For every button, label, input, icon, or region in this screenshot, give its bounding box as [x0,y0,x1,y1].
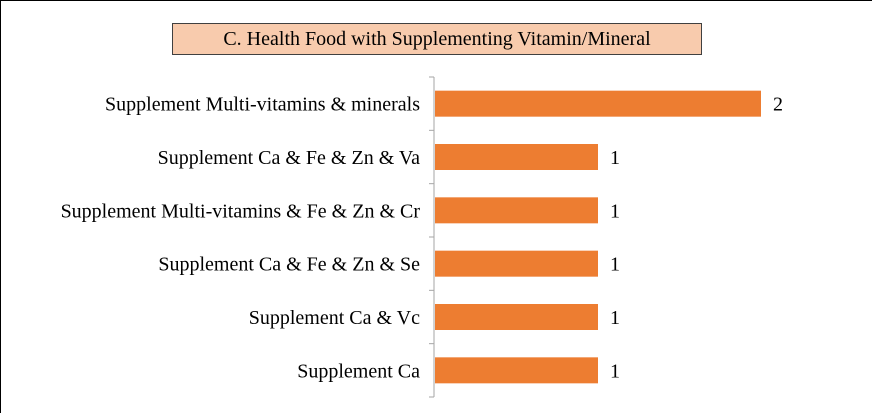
frame-top-border [0,0,872,1]
data-label: 1 [610,200,620,222]
data-label: 1 [610,307,620,329]
category-tick-label: Supplement Ca [297,360,420,382]
chart-title: C. Health Food with Supplementing Vitami… [172,23,702,55]
data-label: 1 [610,254,620,276]
category-tick-label: Supplement Ca & Vc [249,307,420,329]
category-tick-label: Supplement Multi-vitamins & minerals [105,94,420,116]
frame-left-border [0,0,1,413]
bar [435,304,598,330]
data-label: 1 [610,147,620,169]
data-label: 1 [610,360,620,382]
category-tick-label: Supplement Multi-vitamins & Fe & Zn & Cr [61,200,421,222]
bar [435,250,598,277]
category-tick-label: Supplement Ca & Fe & Zn & Se [158,254,420,276]
bar [435,90,761,117]
data-label: 2 [773,94,783,116]
category-tick-label: Supplement Ca & Fe & Zn & Va [158,147,421,169]
bar [435,357,598,384]
bar [435,144,598,170]
bar [435,197,598,224]
